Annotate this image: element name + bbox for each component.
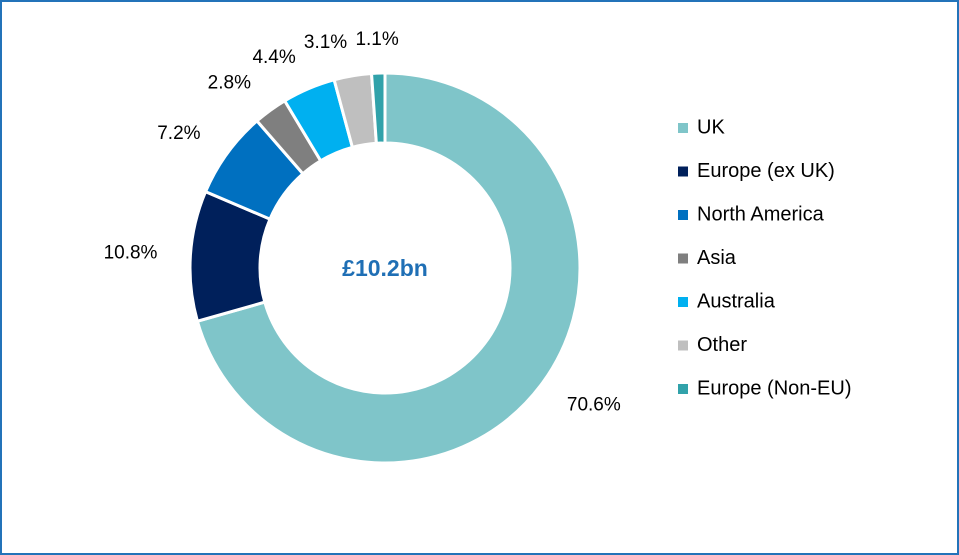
legend-swatch <box>678 210 688 220</box>
data-label: 7.2% <box>157 123 200 144</box>
legend-label: Asia <box>697 247 737 269</box>
legend-label: Europe (Non-EU) <box>697 377 852 399</box>
data-label: 70.6% <box>567 394 621 415</box>
data-label: 4.4% <box>252 47 295 68</box>
data-label: 2.8% <box>208 73 251 94</box>
legend-label: North America <box>697 203 825 225</box>
legend-swatch <box>678 297 688 307</box>
legend-swatch <box>678 123 688 133</box>
donut-segment <box>195 71 582 465</box>
legend-label: Other <box>697 334 747 356</box>
legend-label: Australia <box>697 290 776 312</box>
data-label: 1.1% <box>355 29 398 50</box>
legend-swatch <box>678 166 688 177</box>
donut-segment <box>369 71 387 145</box>
legend-swatch <box>678 340 688 351</box>
legend-label: Europe (ex UK) <box>697 160 835 182</box>
data-label: 3.1% <box>304 32 347 53</box>
legend-label: UK <box>697 116 725 138</box>
center-label: £10.2bn <box>342 255 428 281</box>
data-label: 10.8% <box>104 243 158 264</box>
legend-swatch <box>678 384 688 394</box>
legend-swatch <box>678 253 688 264</box>
